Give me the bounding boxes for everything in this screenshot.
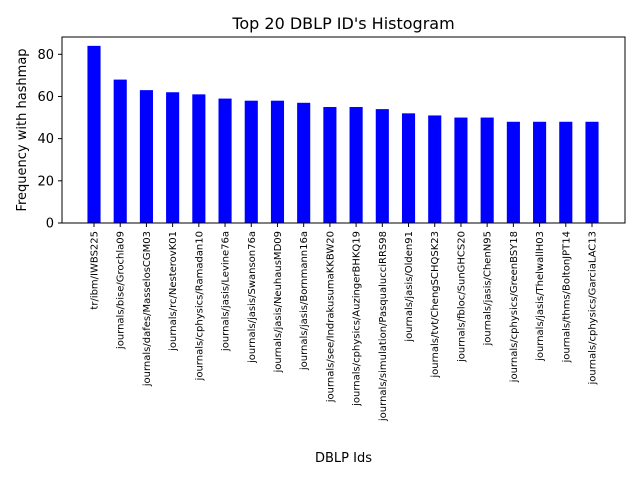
x-tick-label: journals/jasis/Bornmann16a <box>299 231 310 371</box>
bars-group <box>87 45 599 223</box>
x-tick-label: journals/tvt/ChengSCHQSK23 <box>430 231 441 379</box>
x-tick-label: journals/cphysics/GarciaLAC13 <box>588 231 599 386</box>
bar-14 <box>428 115 442 223</box>
x-tick-label: journals/jasis/ChenN95 <box>483 231 494 346</box>
bar-3 <box>139 90 153 223</box>
x-tick-label: journals/jasis/Levine76a <box>221 231 232 352</box>
bar-6 <box>218 98 232 223</box>
bar-12 <box>375 109 389 223</box>
bar-20 <box>585 121 599 223</box>
bar-9 <box>297 102 311 223</box>
x-tick-label: journals/jasis/ThelwallH03 <box>535 231 546 362</box>
y-tick-label: 20 <box>37 174 54 189</box>
y-tick-label: 40 <box>37 132 54 147</box>
chart-title: Top 20 DBLP ID's Histogram <box>231 14 454 33</box>
bar-7 <box>244 100 258 223</box>
bar-8 <box>270 100 285 223</box>
x-axis: tr/ibm/IWBS225 journals/bise/Grochla09 jou… <box>90 223 599 422</box>
bar-5 <box>192 94 206 223</box>
x-tick-label: journals/cphysics/GreenBSY18 <box>509 231 520 383</box>
plot-frame <box>61 36 626 224</box>
x-tick-label: journals/jasis/Swanson76a <box>247 231 258 364</box>
x-tick-label: journals/jasis/Olden91 <box>404 231 415 343</box>
bar-15 <box>454 117 468 223</box>
x-tick-label: journals/simulation/PasqualucciRRS98 <box>378 231 389 422</box>
bar-18 <box>533 121 547 223</box>
y-axis-label: Frequency with hashmap <box>15 48 30 211</box>
x-tick-label: journals/rc/NesterovK01 <box>168 231 179 352</box>
x-tick-label: journals/cphysics/Ramadan10 <box>194 231 205 381</box>
x-tick-label: journals/jasis/NeuhausMD09 <box>273 231 284 374</box>
y-axis: 0 20 40 60 80 <box>37 48 62 232</box>
bar-1 <box>87 45 101 223</box>
x-tick-label: journals/cphysics/AuzingerBHKQ19 <box>352 231 363 407</box>
y-tick-label: 80 <box>37 48 54 63</box>
bar-2 <box>113 79 127 223</box>
x-tick-label: journals/dafes/MasselosCGM03 <box>142 231 153 387</box>
y-tick-label: 0 <box>46 217 54 232</box>
bar-4 <box>166 92 180 223</box>
x-tick-label: journals/bise/Grochla09 <box>116 231 127 350</box>
bar-16 <box>480 117 494 223</box>
x-tick-label: journals/fbloc/SunGHCS20 <box>456 231 467 363</box>
x-tick-label: journals/see/IndrakusumaKKBW20 <box>325 231 336 403</box>
x-tick-label: journals/thms/BoltonJPT14 <box>561 231 572 364</box>
bar-13 <box>401 113 416 223</box>
bar-19 <box>559 121 573 223</box>
x-tick-label: tr/ibm/IWBS225 <box>90 231 101 310</box>
bar-10 <box>323 107 337 223</box>
bar-17 <box>506 121 520 223</box>
y-tick-label: 60 <box>37 90 54 105</box>
x-axis-label: DBLP Ids <box>315 451 372 466</box>
bar-11 <box>349 107 363 223</box>
